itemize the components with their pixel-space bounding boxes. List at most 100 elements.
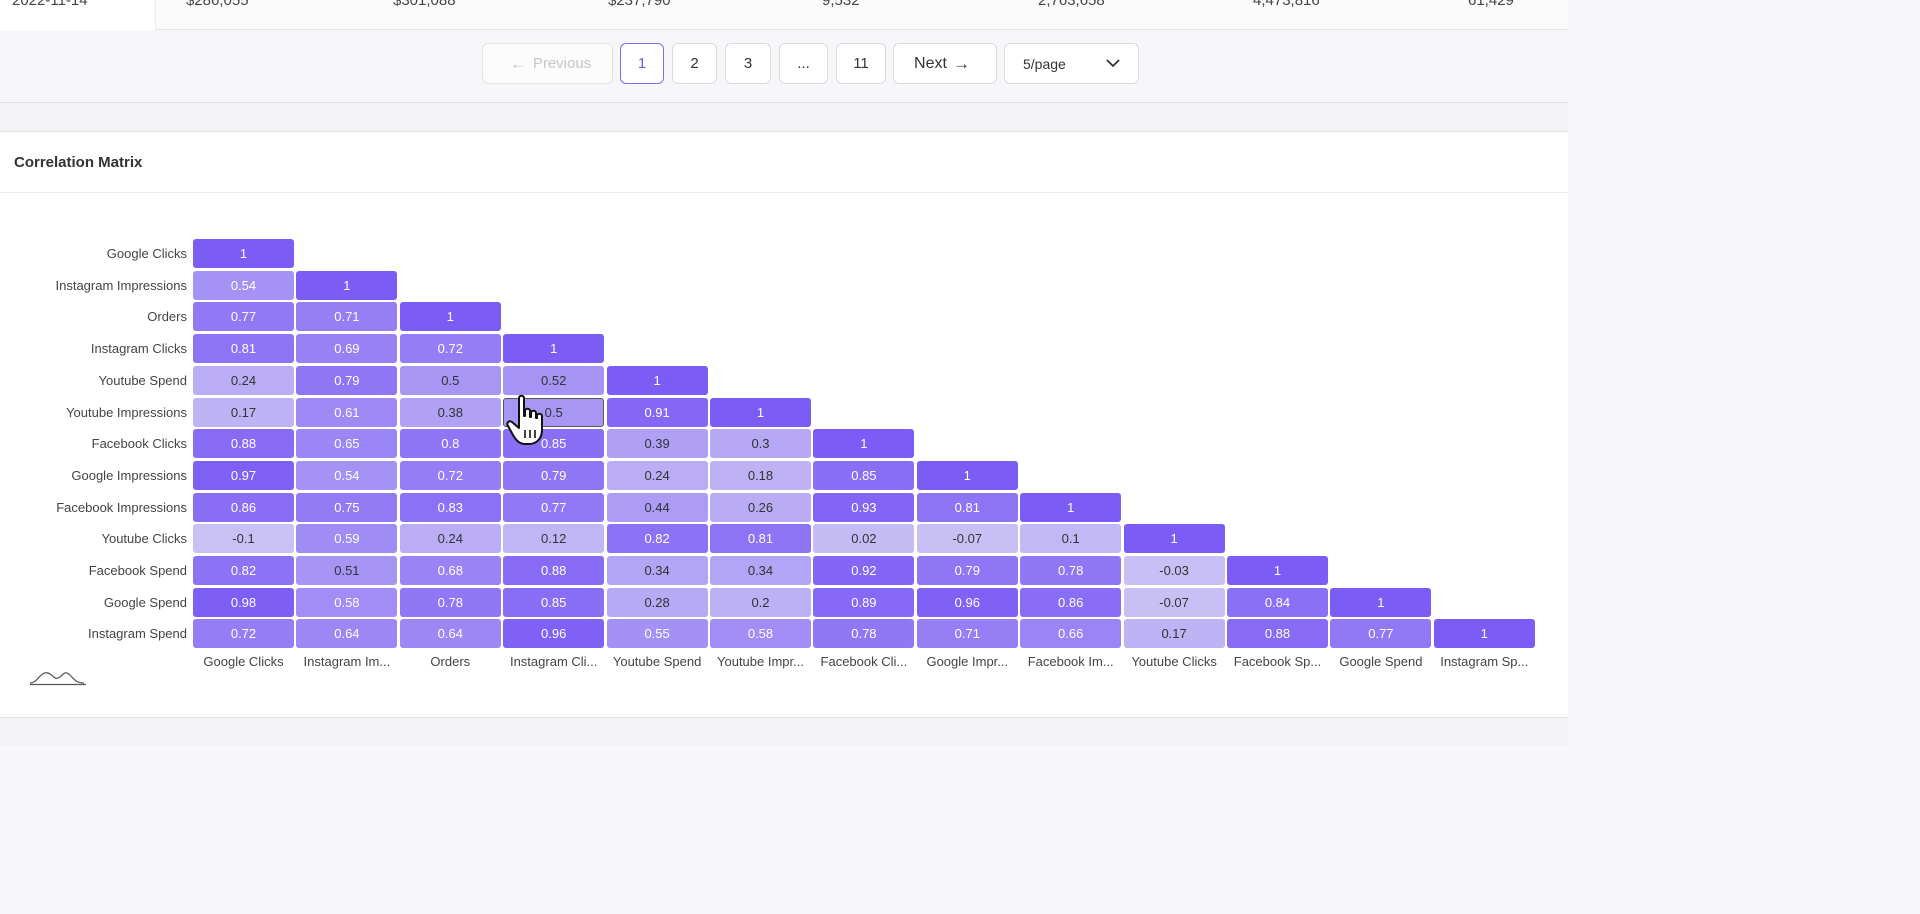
heatmap-cell[interactable]: 0.18 <box>710 460 811 490</box>
heatmap-cell[interactable]: 0.79 <box>503 460 605 490</box>
page-button-11[interactable]: 11 <box>836 43 886 84</box>
heatmap-cell[interactable]: 0.84 <box>1227 587 1328 617</box>
heatmap-cell[interactable]: 0.12 <box>503 524 605 554</box>
heatmap-cell[interactable]: -0.07 <box>916 524 1018 554</box>
heatmap-cell[interactable]: -0.1 <box>193 524 294 554</box>
heatmap-cell[interactable]: 0.88 <box>1227 619 1328 649</box>
heatmap-cell[interactable]: 0.96 <box>503 619 605 649</box>
heatmap-cell[interactable]: 0.85 <box>813 460 915 490</box>
heatmap-cell[interactable]: 0.81 <box>193 334 294 364</box>
heatmap-cell[interactable]: 0.61 <box>296 397 398 427</box>
heatmap-cell[interactable]: -0.03 <box>1123 556 1225 585</box>
page-ellipsis[interactable]: ... <box>779 43 828 84</box>
bottom-band <box>0 719 1568 746</box>
heatmap-cell[interactable]: 1 <box>1123 524 1225 554</box>
heatmap-cell[interactable]: 1 <box>399 302 501 332</box>
heatmap-cell[interactable]: 1 <box>1227 556 1328 585</box>
heatmap-cell[interactable]: 0.72 <box>399 460 501 490</box>
heatmap-cell[interactable]: 1 <box>1020 492 1122 522</box>
page-button-2[interactable]: 2 <box>672 43 717 84</box>
heatmap-cell[interactable]: 0.28 <box>606 587 708 617</box>
heatmap-cell[interactable]: 0.77 <box>193 302 294 332</box>
heatmap-cell[interactable]: 0.54 <box>193 270 294 300</box>
heatmap-cell[interactable]: 0.26 <box>710 492 811 522</box>
heatmap-cell[interactable]: 0.34 <box>710 556 811 585</box>
heatmap-cell[interactable]: 0.52 <box>503 365 605 395</box>
heatmap-cell[interactable]: 0.71 <box>296 302 398 332</box>
heatmap-cell[interactable]: 0.88 <box>193 429 294 459</box>
heatmap-cell[interactable]: 0.88 <box>503 556 605 585</box>
heatmap-cell[interactable]: 0.24 <box>193 365 294 395</box>
heatmap-cell[interactable]: 0.75 <box>296 492 398 522</box>
heatmap-cell[interactable]: 1 <box>193 239 294 268</box>
heatmap-cell[interactable]: 0.77 <box>1330 619 1432 649</box>
heatmap-cell[interactable]: 0.77 <box>503 492 605 522</box>
page-button-1[interactable]: 1 <box>620 43 664 84</box>
heatmap-cell[interactable]: 0.66 <box>1020 619 1122 649</box>
heatmap-cell[interactable]: 0.98 <box>193 587 294 617</box>
heatmap-cell[interactable]: 0.79 <box>296 365 398 395</box>
heatmap-cell[interactable]: 0.72 <box>399 334 501 364</box>
heatmap-cell[interactable]: 1 <box>813 429 915 459</box>
heatmap-cell[interactable]: 0.59 <box>296 524 398 554</box>
heatmap-cell[interactable]: 0.78 <box>399 587 501 617</box>
heatmap-cell[interactable]: 0.64 <box>296 619 398 649</box>
heatmap-cell[interactable]: 0.34 <box>606 556 708 585</box>
heatmap-cell[interactable]: 0.58 <box>710 619 811 649</box>
heatmap-cell[interactable]: 0.44 <box>606 492 708 522</box>
heatmap-cell[interactable]: 0.89 <box>813 587 915 617</box>
heatmap-cell[interactable]: 1 <box>710 397 811 427</box>
column-label: Youtube Impr... <box>717 654 804 669</box>
heatmap-cell[interactable]: 0.38 <box>399 397 501 427</box>
heatmap-cell[interactable]: 0.65 <box>296 429 398 459</box>
heatmap-cell[interactable]: 0.81 <box>710 524 811 554</box>
heatmap-cell[interactable]: 1 <box>503 334 605 364</box>
heatmap-cell[interactable]: 0.78 <box>813 619 915 649</box>
heatmap-cell[interactable]: 0.17 <box>1123 619 1225 649</box>
heatmap-cell[interactable]: 0.17 <box>193 397 294 427</box>
heatmap-cell[interactable]: 0.68 <box>399 556 501 585</box>
heatmap-cell[interactable]: -0.07 <box>1123 587 1225 617</box>
heatmap-cell[interactable]: 1 <box>1433 619 1535 649</box>
heatmap-cell[interactable]: 0.1 <box>1020 524 1122 554</box>
heatmap-cell[interactable]: 0.79 <box>916 556 1018 585</box>
page-button-3[interactable]: 3 <box>725 43 771 84</box>
heatmap-cell[interactable]: 0.86 <box>1020 587 1122 617</box>
heatmap-cell[interactable]: 0.83 <box>399 492 501 522</box>
heatmap-cell[interactable]: 0.85 <box>503 587 605 617</box>
heatmap-cell[interactable]: 0.3 <box>710 429 811 459</box>
heatmap-cell[interactable]: 0.58 <box>296 587 398 617</box>
heatmap-cell[interactable]: 0.39 <box>606 429 708 459</box>
heatmap-cell[interactable]: 0.2 <box>710 587 811 617</box>
previous-button[interactable]: ← Previous <box>482 43 613 84</box>
heatmap-cell[interactable]: 0.91 <box>606 397 708 427</box>
heatmap-cell[interactable]: 0.5 <box>399 365 501 395</box>
page-size-select[interactable]: 5/page <box>1004 43 1139 84</box>
heatmap-cell[interactable]: 0.51 <box>296 556 398 585</box>
heatmap-cell[interactable]: 0.02 <box>813 524 915 554</box>
heatmap-cell[interactable]: 1 <box>296 270 398 300</box>
heatmap-cell[interactable]: 0.78 <box>1020 556 1122 585</box>
heatmap-cell[interactable]: 0.24 <box>399 524 501 554</box>
heatmap-cell[interactable]: 0.82 <box>606 524 708 554</box>
heatmap-cell[interactable]: 0.96 <box>916 587 1018 617</box>
heatmap-cell[interactable]: 1 <box>606 365 708 395</box>
heatmap-cell[interactable]: 0.92 <box>813 556 915 585</box>
heatmap-cell[interactable]: 0.81 <box>916 492 1018 522</box>
heatmap-cell[interactable]: 0.97 <box>193 460 294 490</box>
heatmap-cell[interactable]: 0.54 <box>296 460 398 490</box>
heatmap-cell[interactable]: 0.82 <box>193 556 294 585</box>
heatmap-cell[interactable]: 0.8 <box>399 429 501 459</box>
heatmap-cell[interactable]: 1 <box>916 460 1018 490</box>
heatmap-cell[interactable]: 0.64 <box>399 619 501 649</box>
heatmap-cell[interactable]: 0.69 <box>296 334 398 364</box>
heatmap-cell[interactable]: 0.55 <box>606 619 708 649</box>
next-button[interactable]: Next → <box>893 43 997 84</box>
heatmap-cell[interactable]: 0.72 <box>193 619 294 649</box>
heatmap-cell[interactable]: 0.93 <box>813 492 915 522</box>
row-label: Google Clicks <box>106 246 187 261</box>
heatmap-cell[interactable]: 0.24 <box>606 460 708 490</box>
heatmap-cell[interactable]: 0.86 <box>193 492 294 522</box>
heatmap-cell[interactable]: 1 <box>1330 587 1432 617</box>
heatmap-cell[interactable]: 0.71 <box>916 619 1018 649</box>
